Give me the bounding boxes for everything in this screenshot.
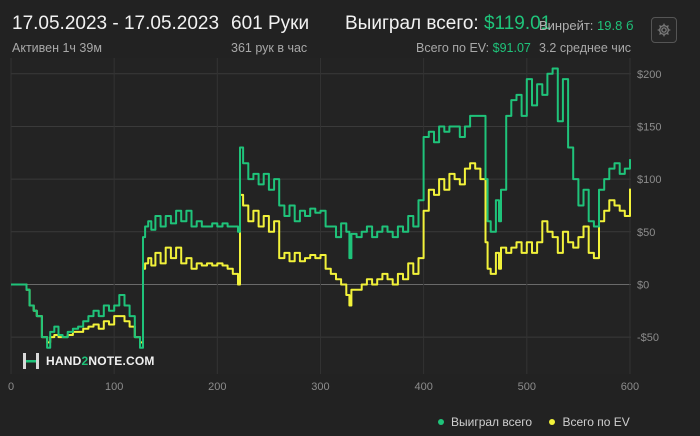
gear-icon: [657, 23, 671, 37]
profit-chart: -$50 $0 $50 $100 $150 $200 0 100 200 300 400 500 600: [8, 58, 662, 393]
winrate-value: 19.8 б: [597, 18, 634, 33]
settings-button[interactable]: [651, 17, 677, 43]
winrate-block: Винрейт: 19.8 б: [539, 18, 647, 33]
x-tick-label: 200: [208, 381, 226, 393]
watermark-text-hand: HAND: [46, 354, 82, 368]
x-tick-label: 300: [311, 381, 329, 393]
winrate-label: Винрейт:: [539, 18, 594, 33]
legend-dot-ev: [549, 419, 556, 425]
legend-label-won: Выиграл всего: [451, 415, 533, 429]
y-tick-label: $200: [637, 69, 661, 81]
ev-total-value: $91.07: [492, 41, 531, 55]
won-total-value: $119.01: [483, 13, 552, 34]
y-tick-label: $150: [637, 121, 661, 133]
legend-dot-won: [438, 419, 444, 425]
y-tick-label: $0: [637, 279, 649, 291]
hands-per-hour: 361 рук в час: [231, 41, 308, 55]
legend-label-ev: Всего по EV: [562, 415, 630, 429]
chart-series: [11, 67, 631, 349]
date-range: 17.05.2023 - 17.05.2023: [12, 13, 220, 34]
legend-item-won[interactable]: Выиграл всего: [438, 415, 532, 429]
ev-total-label: Всего по EV:: [416, 41, 490, 55]
won-total-label: Выиграл всего:: [345, 13, 479, 34]
legend-item-ev[interactable]: Всего по EV: [549, 415, 630, 429]
x-tick-label: 0: [8, 381, 14, 393]
watermark-text-note: NOTE.COM: [88, 354, 155, 368]
hand2note-logo-icon: [23, 353, 39, 369]
won-total-block: Выиграл всего: $119.01: [345, 13, 551, 35]
ev-total-block: Всего по EV: $91.07: [416, 41, 531, 55]
x-tick-label: 100: [105, 381, 123, 393]
series-line-won: [11, 67, 631, 349]
x-tick-label: 400: [414, 381, 432, 393]
chart-axes: -$50 $0 $50 $100 $150 $200 0 100 200 300 400 500 600: [8, 69, 662, 393]
y-tick-label: -$50: [637, 332, 659, 344]
x-tick-label: 500: [518, 381, 536, 393]
x-tick-label: 600: [621, 381, 639, 393]
hands-count: 601 Руки: [231, 13, 310, 34]
y-tick-label: $50: [637, 227, 655, 239]
series-line-ev: [11, 162, 631, 344]
active-time: Активен 1ч 39м: [12, 41, 102, 55]
watermark-text-two: 2: [81, 354, 89, 368]
avg-hands-text: 3.2 среднее чис: [539, 41, 632, 55]
y-tick-label: $100: [637, 174, 661, 186]
chart-legend: Выиграл всего Всего по EV: [438, 414, 644, 429]
hand2note-watermark: HAND 2 NOTE.COM: [22, 352, 155, 370]
